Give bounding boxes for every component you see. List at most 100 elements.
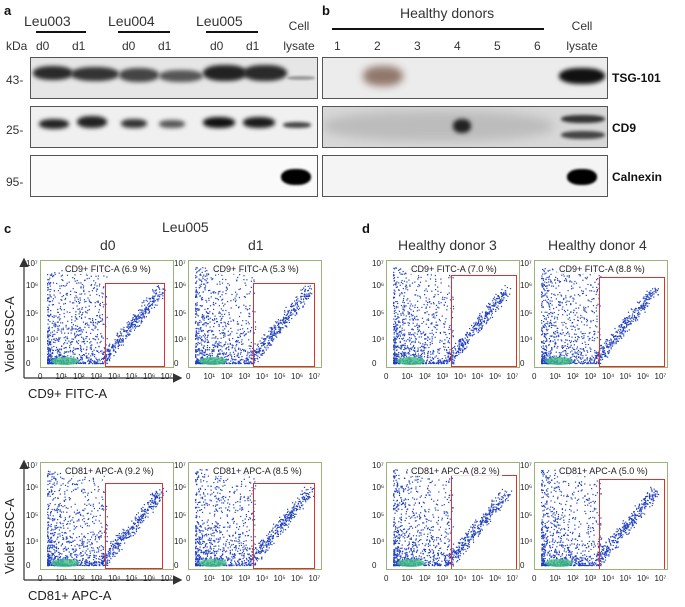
scatter-point: [235, 295, 237, 297]
scatter-point: [270, 339, 272, 341]
scatter-point: [428, 313, 430, 316]
scatter-point: [195, 293, 197, 295]
scatter-point: [135, 317, 137, 319]
scatter-point: [577, 349, 580, 351]
scatter-point: [600, 354, 602, 356]
scatter-point: [432, 349, 434, 352]
scatter-point: [251, 355, 253, 357]
scatter-point: [142, 315, 144, 317]
scatter-point: [488, 318, 490, 320]
scatter-point: [202, 278, 204, 280]
scatter-point: [218, 305, 220, 307]
scatter-point: [487, 313, 489, 315]
scatter-point: [394, 351, 396, 353]
scatter-point: [224, 322, 226, 324]
scatter-point: [268, 340, 270, 342]
scatter-point: [408, 333, 410, 336]
scatter-point: [152, 295, 154, 297]
scatter-point: [655, 290, 657, 292]
scatter-point: [657, 294, 659, 296]
scatter-point: [557, 332, 559, 334]
scatter-point: [62, 279, 64, 282]
scatter-point: [455, 342, 457, 344]
scatter-point: [229, 342, 231, 345]
scatter-point: [61, 328, 63, 330]
scatter-point: [127, 332, 129, 334]
scatter-point: [393, 346, 395, 348]
scatter-point: [109, 355, 111, 357]
scatter-point: [586, 350, 588, 352]
scatter-point: [216, 283, 218, 285]
scatter-point: [455, 352, 457, 354]
scatter-point: [97, 338, 99, 340]
scatter-point: [253, 361, 256, 363]
scatter-point: [454, 355, 456, 357]
scatter-point: [403, 344, 405, 346]
scatter-point: [114, 341, 117, 343]
scatter-point: [407, 298, 409, 300]
scatter-point: [238, 356, 240, 358]
scatter-point: [202, 347, 204, 349]
scatter-point: [75, 325, 77, 327]
scatter-point: [257, 361, 259, 363]
scatter-point: [551, 293, 553, 295]
scatter-point: [586, 363, 588, 365]
scatter-point: [432, 302, 435, 304]
scatter-point: [197, 332, 199, 335]
scatter-point: [581, 290, 583, 292]
scatter-point: [614, 339, 616, 341]
scatter-point: [394, 309, 396, 312]
scatter-point: [395, 335, 397, 337]
scatter-point: [64, 332, 66, 334]
scatter-point: [625, 326, 628, 328]
scatter-point: [97, 278, 99, 280]
scatter-point: [499, 300, 501, 302]
scatter-point: [291, 305, 293, 308]
scatter-point: [89, 318, 91, 320]
scatter-point: [286, 314, 288, 316]
scatter-point: [218, 350, 220, 352]
scatter-point: [551, 356, 553, 358]
scatter-point: [542, 295, 544, 297]
scatter-point: [112, 346, 114, 348]
scatter-point: [447, 353, 449, 355]
scatter-point: [118, 344, 120, 346]
scatter-point: [221, 317, 223, 319]
scatter-point: [541, 327, 543, 330]
scatter-point: [600, 344, 602, 346]
scatter-point: [428, 346, 430, 349]
scatter-point: [127, 321, 130, 323]
scatter-point: [224, 333, 226, 335]
scatter-point: [50, 363, 52, 365]
scatter-point: [273, 331, 275, 333]
scatter-point: [574, 294, 576, 296]
scatter-point: [600, 362, 602, 365]
scatter-point: [47, 309, 49, 311]
scatter-point: [541, 304, 543, 306]
scatter-point: [561, 274, 563, 276]
scatter-point: [134, 315, 136, 317]
scatter-point: [420, 349, 422, 351]
scatter-point: [303, 301, 305, 303]
scatter-point: [580, 354, 582, 356]
scatter-point: [244, 360, 246, 362]
scatter-point: [417, 319, 419, 321]
scatter-point: [85, 349, 87, 351]
scatter-point: [287, 316, 289, 318]
scatter-point: [619, 333, 621, 335]
scatter-point: [47, 356, 49, 358]
scatter-point: [426, 359, 428, 361]
scatter-point: [545, 338, 547, 340]
scatter-point: [75, 331, 78, 333]
scatter-point: [73, 328, 75, 330]
scatter-point: [395, 284, 397, 286]
scatter-point: [200, 356, 202, 359]
scatter-point: [306, 295, 308, 297]
scatter-point: [195, 335, 197, 337]
scatter-point: [152, 300, 154, 302]
scatter-point: [217, 273, 220, 275]
scatter-point: [106, 354, 108, 356]
scatter-point: [542, 285, 544, 287]
scatter-point: [583, 308, 585, 310]
scatter-point: [97, 275, 99, 277]
